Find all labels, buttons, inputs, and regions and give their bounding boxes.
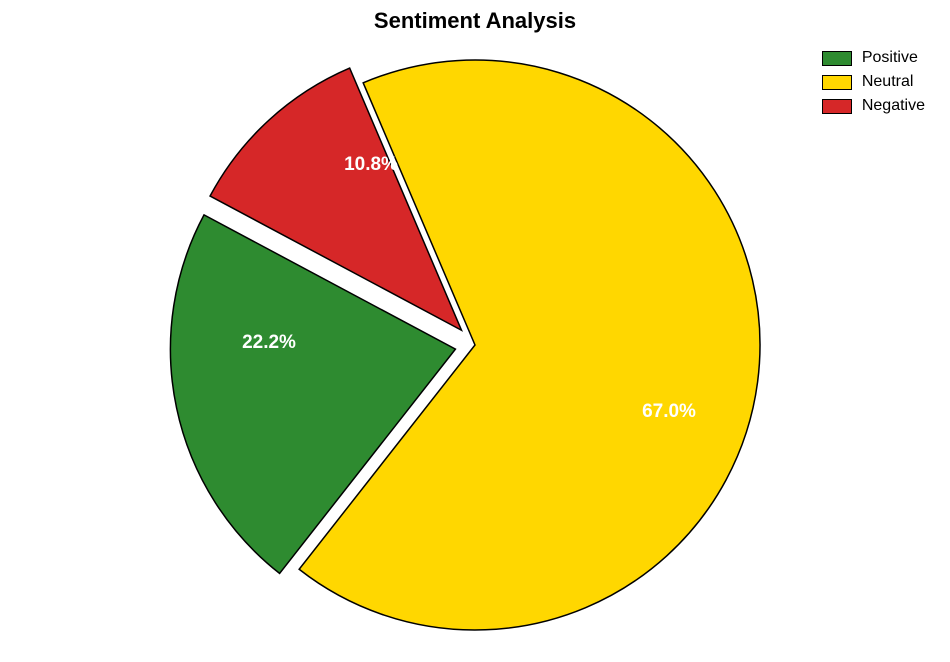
slice-label-positive: 22.2% [242,332,296,353]
pie-chart-svg: 67.0% 22.2% 10.8% [0,0,950,662]
slice-label-negative: 10.8% [344,154,398,175]
slice-label-neutral: 67.0% [642,401,696,422]
legend-item-neutral: Neutral [822,72,925,92]
legend-item-positive: Positive [822,48,925,68]
legend-swatch-negative [822,99,852,114]
pie-chart-container: Sentiment Analysis 67.0%22.2%10.8% Posit… [0,0,950,662]
legend-label-negative: Negative [862,97,925,115]
legend-label-neutral: Neutral [862,73,914,91]
legend-item-negative: Negative [822,96,925,116]
legend-label-positive: Positive [862,49,918,67]
legend-swatch-neutral [822,75,852,90]
legend-swatch-positive [822,51,852,66]
legend: Positive Neutral Negative [822,48,925,120]
